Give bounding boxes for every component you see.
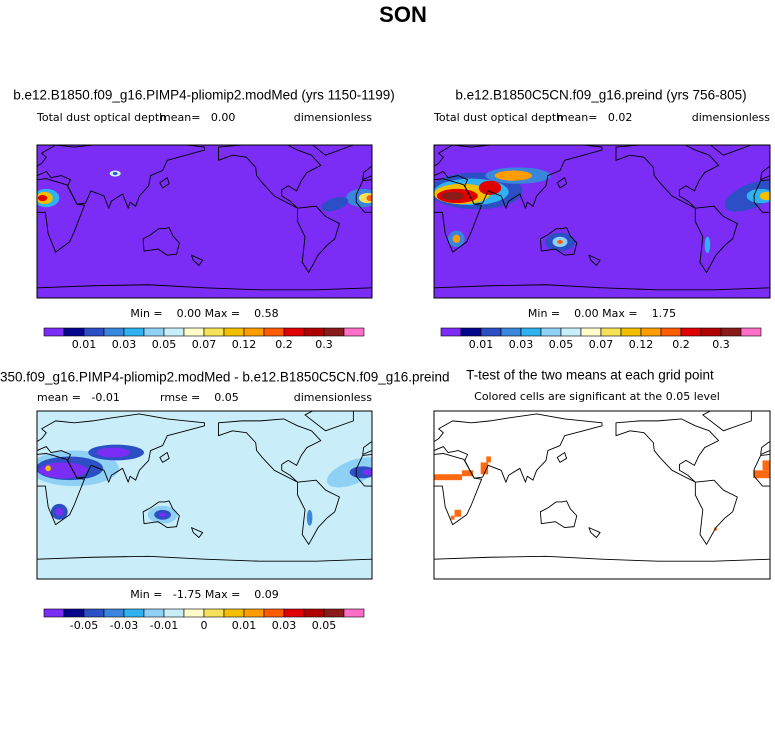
colorbar-box [183,608,205,618]
min-max: Min = 0.00 Max = 1.75 [528,307,676,320]
panel-title: T-test of the two means at each grid poi… [466,368,714,383]
colorbar-box [640,327,662,337]
colorbar-label: 0.03 [509,338,534,351]
colorbar-box [660,327,682,337]
colorbar-box [283,327,305,337]
colorbar-box [123,608,145,618]
colorbar-label: 0.03 [272,619,297,632]
subtitle-left: Total dust optical depth [36,111,166,124]
colorbar-box [163,327,185,337]
panel-title: b.e12.B1850.f09_g16.PIMP4-pliomip2.modMe… [13,88,394,103]
colorbar-box [323,327,345,337]
colorbar-box [163,608,185,618]
colorbar-box [740,327,762,337]
colorbar-box [700,327,722,337]
colorbar-box [343,327,365,337]
colorbar-box [123,327,145,337]
colorbar-box [243,327,265,337]
colorbar-label: 0.01 [469,338,494,351]
subtitle-center: mean= 0.00 [160,111,235,124]
colorbar-label: 0.12 [232,338,257,351]
colorbar-box [243,608,265,618]
map-frame [36,410,373,580]
colorbar-box [580,327,602,337]
colorbar-box [560,327,582,337]
colorbar-label: 0.05 [549,338,574,351]
colorbar-box [63,608,85,618]
colorbar-box [303,608,325,618]
map-frame [36,144,373,299]
subtitle-center: rmse = 0.05 [160,391,239,404]
colorbar-box [143,608,165,618]
colorbar-box [223,608,245,618]
colorbar-box [203,608,225,618]
colorbar-box [263,327,285,337]
subtitle-right: dimensionless [294,111,373,124]
colorbar-box [63,327,85,337]
subtitle-center: Colored cells are significant at the 0.0… [474,390,720,403]
colorbar-label: 0.07 [192,338,217,351]
subtitle-right: dimensionless [294,391,373,404]
colorbar-label: 0.2 [672,338,690,351]
colorbar-box [323,608,345,618]
colorbar-label: 0.03 [112,338,137,351]
colorbar-label: -0.01 [150,619,178,632]
colorbar-box [440,327,462,337]
colorbar-box [183,327,205,337]
colorbar-label: 0.3 [315,338,333,351]
colorbar-box [83,608,105,618]
colorbar-box [500,327,522,337]
colorbar-label: 0.05 [312,619,337,632]
colorbar-label: -0.05 [70,619,98,632]
colorbar-box [480,327,502,337]
subtitle-right: dimensionless [692,111,771,124]
panel-title: b.e12.B1850C5CN.f09_g16.preind (yrs 756-… [455,88,746,103]
colorbar-box [620,327,642,337]
colorbar-box [303,327,325,337]
colorbar-box [143,327,165,337]
colorbar-label: 0 [201,619,208,632]
colorbar-box [520,327,542,337]
colorbar-box [203,327,225,337]
subtitle-left: Total dust optical depth [433,111,563,124]
colorbar-box [103,327,125,337]
colorbar-box [43,608,65,618]
colorbar-label: 0.2 [275,338,293,351]
colorbar-box [103,608,125,618]
map [37,145,372,298]
figure-title: SON [379,2,427,27]
colorbar-box [223,327,245,337]
panel-title: 350.f09_g16.PIMP4-pliomip2.modMed - b.e1… [0,370,450,385]
colorbar-box [720,327,742,337]
colorbar-box [680,327,702,337]
map [434,145,770,298]
colorbar-box [343,608,365,618]
map [37,411,372,579]
map [434,411,770,579]
colorbar-label: 0.07 [589,338,614,351]
min-max: Min = 0.00 Max = 0.58 [130,307,278,320]
colorbar-label: 0.05 [152,338,177,351]
colorbar-box [83,327,105,337]
colorbar-label: -0.03 [110,619,138,632]
colorbar-box [540,327,562,337]
map-frame [433,410,771,580]
colorbar-label: 0.01 [232,619,257,632]
colorbar-box [600,327,622,337]
subtitle-center: mean= 0.02 [557,111,632,124]
min-max: Min = -1.75 Max = 0.09 [130,588,279,601]
subtitle-left: mean = -0.01 [37,391,120,404]
colorbar-box [263,608,285,618]
colorbar-label: 0.12 [629,338,654,351]
colorbar-box [460,327,482,337]
colorbar-label: 0.3 [712,338,730,351]
colorbar-box [283,608,305,618]
colorbar-label: 0.01 [72,338,97,351]
map-frame [433,144,771,299]
colorbar-box [43,327,65,337]
